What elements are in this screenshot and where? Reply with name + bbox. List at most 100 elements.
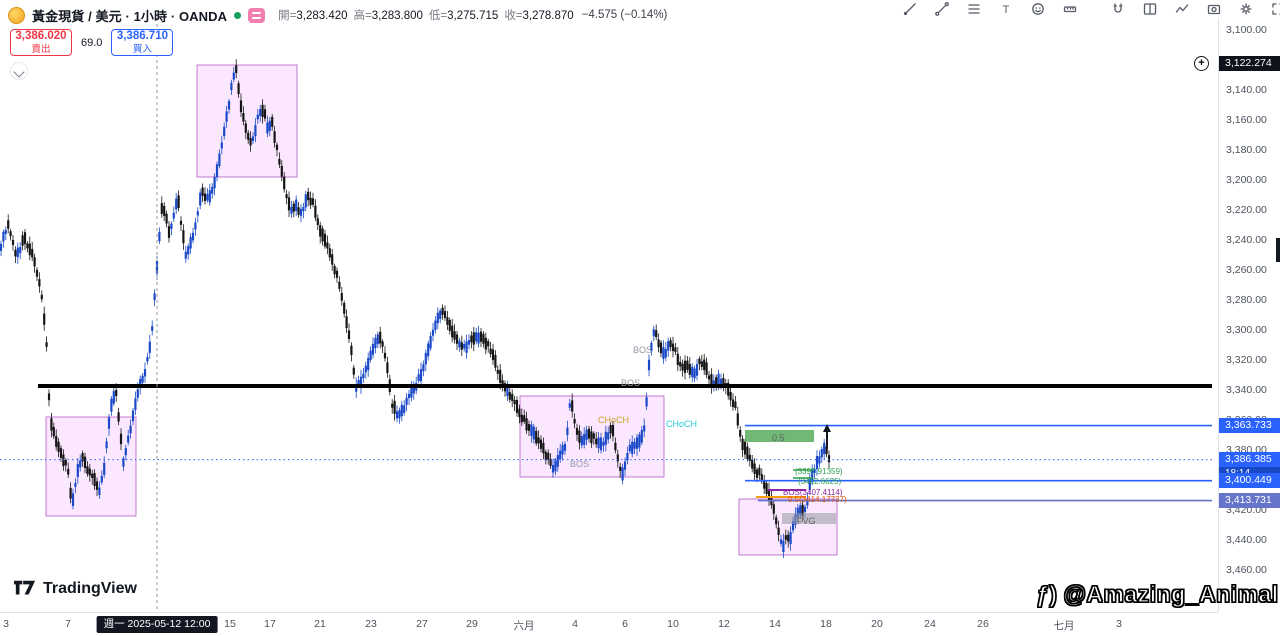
time-axis-label: 18 [820,618,832,630]
price-axis-label: 3,200.00 [1226,173,1267,186]
fullscreen-icon[interactable] [1270,1,1280,17]
chart-annotation: BOS [633,345,652,355]
ideas-icon[interactable] [248,7,266,23]
trade-panel: 3,386.020 賣出 69.0 3,386.710 買入 [10,29,174,56]
market-open-dot [234,11,242,19]
tradingview-logo-text: TradingView [43,580,137,597]
time-axis-label: 六月 [513,620,535,632]
price-axis-label: 3,340.00 [1226,383,1267,396]
price-axis-label: 3,180.00 [1226,143,1267,156]
tradingview-logo[interactable]: TradingView [14,580,137,598]
buy-label: 買入 [132,43,152,55]
time-axis[interactable]: 3 7 15 17 21 23 27 29 六月 4 6 10 12 14 18 20 24 26 七月 3 週一 20… [0,612,1218,636]
price-axis-label: 3,240.00 [1226,233,1267,246]
time-axis-label: 12 [718,618,730,630]
time-axis-label: 3 [3,618,9,630]
scrollbar-thumb[interactable] [1276,238,1280,262]
drawing-toolbar: T [888,0,1280,18]
add-alert-plus-icon[interactable]: + [1194,56,1209,71]
sell-price: 3,386.020 [15,30,67,42]
time-axis-label: 6 [622,618,628,630]
crosshair-date-badge: 週一 2025-05-12 12:00 [96,616,218,633]
time-axis-label: 21 [314,618,326,630]
close-value: 3,278.870 [522,10,574,22]
layout-grid-icon[interactable] [1142,1,1158,17]
pencil-tool[interactable] [902,1,918,17]
level-price-badge-3363[interactable]: 3,363.733 [1219,418,1280,434]
time-axis-label: 29 [466,618,478,630]
watermark-logo: ƒ) [1035,580,1058,607]
time-axis-label: 七月 [1053,620,1075,632]
symbol-title[interactable]: 黃金現貨 / 美元 · 1小時 · OANDA [32,8,228,24]
candlestick-chart[interactable]: BOS BOS BOS CHoCH CHoCH 0.5 FVG (3397.91359)(34… [0,0,1218,612]
high-label: 高= [353,10,372,22]
time-axis-label: 4 [572,618,578,630]
ob-box-green[interactable] [745,430,814,442]
snapshot-icon[interactable] [1206,1,1222,17]
price-axis-label: 3,100.00 [1226,23,1267,36]
chart-annotation: FVG [797,516,816,526]
chevron-down-icon [13,66,25,78]
watermark: ƒ) @Amazing_Animal [1035,580,1279,608]
chart-annotation: CHoCH [666,419,697,429]
price-axis-label: 3,220.00 [1226,203,1267,216]
symbol-header: 黃金現貨 / 美元 · 1小時 · OANDA 開=3,283.420 高=3,… [8,6,667,24]
svg-text:T: T [1003,4,1010,16]
level-price-badge-3413[interactable]: 3,413.731 [1219,493,1280,509]
close-label: 收= [504,10,523,22]
time-axis-label: 7 [65,618,71,630]
spread-value: 69.0 [81,36,103,49]
current-price-badge: 3,386.38518:14 [1219,452,1280,481]
time-axis-label: 27 [416,618,428,630]
text-tool[interactable]: T [998,1,1014,17]
low-value: 3,275.715 [447,10,499,22]
open-value: 3,283.420 [296,10,348,22]
gold-symbol-icon[interactable] [8,6,25,24]
supply-zone-top[interactable] [196,64,298,178]
buy-button[interactable]: 3,386.710 買入 [111,29,174,56]
chart-annotation: BOS [570,459,589,469]
price-axis-label: 3,140.00 [1226,83,1267,96]
settings-icon[interactable] [1238,1,1254,17]
time-axis-label: 15 [224,618,236,630]
trendline-tool[interactable] [934,1,950,17]
time-axis-label: 23 [365,618,377,630]
price-axis[interactable]: 3,100.003,120.003,140.003,160.003,180.00… [1218,0,1280,612]
chart-annotation: (3402.6625) [798,477,841,486]
buy-price: 3,386.710 [116,30,168,42]
indicators-icon[interactable] [1174,1,1190,17]
time-axis-label: 26 [977,618,989,630]
collapse-trade-panel-button[interactable] [10,62,28,80]
time-axis-label: 20 [871,618,883,630]
high-value: 3,283.800 [371,10,423,22]
tradingview-logo-icon [14,580,36,595]
fvg-box-gray[interactable] [782,513,836,524]
price-axis-label: 3,160.00 [1226,113,1267,126]
price-axis-label: 3,320.00 [1226,353,1267,366]
magnet-tool[interactable] [1110,1,1126,17]
watermark-handle: @Amazing_Animal [1063,580,1279,607]
time-axis-label: 10 [667,618,679,630]
time-axis-label: 3 [1116,618,1122,630]
time-axis-label: 17 [264,618,276,630]
low-label: 低= [428,10,448,22]
chart-annotation: 0.5 [772,433,785,443]
price-axis-label: 3,280.00 [1226,293,1267,306]
time-axis-label: 14 [769,618,781,630]
ohlc-row: 開=3,283.420 高=3,283.800 低=3,275.715 收=3,… [278,7,667,23]
alert-price-badge[interactable]: 3,122.274 [1219,55,1280,71]
up-arrow-drawing[interactable] [823,424,831,449]
fib-retracement-tool[interactable] [966,1,982,17]
open-label: 開= [278,10,297,22]
emoji-tool[interactable] [1030,1,1046,17]
level-price-badge-3400[interactable]: 3,400.449 [1219,473,1280,489]
price-axis-label: 3,260.00 [1226,263,1267,276]
chart-annotation: BOS(3407.4114) [783,488,843,497]
chart-annotation: CHoCH [598,415,629,425]
time-axis-label: 24 [924,618,936,630]
price-axis-label: 3,440.00 [1226,533,1267,546]
ruler-tool[interactable] [1062,1,1078,17]
chart-annotation: (3397.91359) [795,467,843,476]
sell-button[interactable]: 3,386.020 賣出 [10,29,72,56]
